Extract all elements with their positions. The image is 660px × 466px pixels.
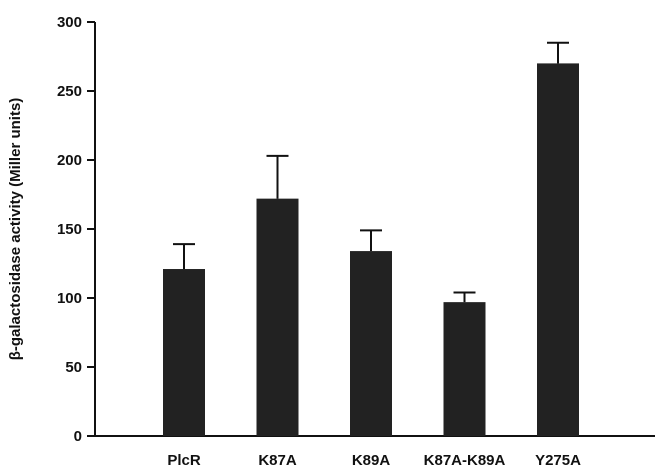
y-tick-label: 150: [57, 221, 82, 238]
x-axis: PlcR K87A K89A K87A-K89A Y275A: [95, 435, 655, 466]
y-tick-label: 0: [74, 428, 82, 445]
x-tick-label: K87A-K89A: [424, 452, 506, 466]
y-tick-label: 200: [57, 152, 82, 169]
y-tick-label: 50: [65, 359, 82, 376]
bar: [350, 251, 392, 436]
x-tick-label: K87A: [258, 452, 297, 466]
y-tick-label: 100: [57, 290, 82, 307]
x-tick-label: PlcR: [167, 452, 201, 466]
bar: [163, 269, 205, 436]
y-tick-label: 300: [57, 14, 82, 31]
bar: [443, 302, 486, 436]
bar: [256, 198, 299, 436]
bar: [537, 63, 579, 437]
bars: [163, 41, 579, 437]
x-tick-label: Y275A: [535, 452, 581, 466]
x-tick-label: K89A: [352, 452, 391, 466]
y-axis: 0 50 100 150 200 250 300: [57, 14, 96, 445]
y-axis-title: β-galactosidase activity (Miller units): [7, 98, 24, 361]
y-tick-label: 250: [57, 83, 82, 100]
